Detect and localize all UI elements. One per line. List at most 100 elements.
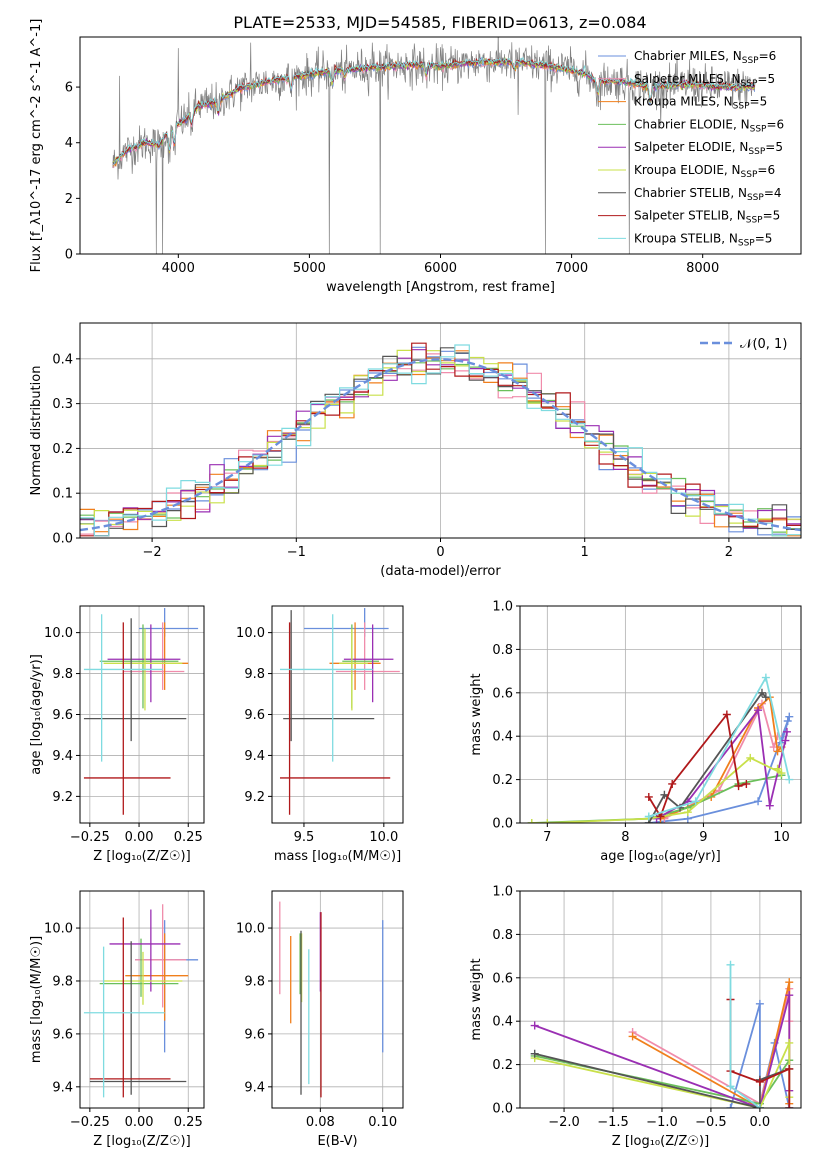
x-tick-label: 8	[621, 830, 629, 845]
y-tick-label: 9.2	[52, 790, 73, 805]
y-tick-label: 0.1	[52, 487, 73, 502]
weight-point-marker	[785, 712, 794, 721]
weight-point-marker	[785, 1038, 794, 1047]
x-tick-label: −2.0	[548, 1115, 580, 1130]
legend-label: Chabrier ELODIE, NSSP=6	[634, 117, 784, 134]
y-tick-label: 9.2	[244, 790, 265, 805]
y-tick-label: 9.6	[52, 1027, 73, 1042]
weight-point-marker	[726, 960, 735, 969]
weight-point-marker	[628, 1032, 637, 1041]
axes-frame	[271, 890, 404, 1109]
legend-count: =5	[765, 140, 783, 154]
legend-count: =4	[764, 186, 782, 200]
errorbar-chabrier-elodie	[99, 938, 179, 997]
errorbar-salpeter-miles	[135, 904, 187, 1008]
legend-label: Kroupa STELIB, NSSP=5	[634, 231, 772, 248]
histogram-series-kroupa-stelib	[80, 344, 801, 537]
legend-label: 𝒩(0, 1)	[740, 337, 787, 352]
y-tick-label: 0.2	[52, 442, 73, 457]
weight-line	[648, 675, 791, 818]
y-tick-label: 4	[65, 136, 73, 151]
errorbar-chabrier-stelib	[89, 941, 187, 1095]
x-tick-label: 5000	[293, 261, 326, 276]
legend-count: =6	[757, 163, 775, 177]
x-tick-label: 0.10	[368, 1115, 397, 1130]
weight-point-marker	[742, 779, 751, 788]
x-axis-label: wavelength [Angstrom, rest frame]	[326, 280, 555, 295]
errorbar-salpeter-miles	[123, 622, 185, 690]
y-tick-label: 0.6	[492, 686, 513, 701]
x-tick-label: 0.0	[750, 1115, 771, 1130]
errorbar-salpeter-stelib	[83, 622, 171, 815]
legend-subscript: SSP	[748, 147, 765, 157]
panel-mass-vs-EBV: 0.08 0.10 9.4 9.6 9.8 10.0 E(B-V)	[236, 890, 404, 1149]
errorbar-salpeter-stelib	[279, 622, 391, 815]
panel-mass-weight-vs-age: 7 8 9 10 0.0 0.2 0.4 0.6 0.8 1.0 age [log₁₀(age/yr…	[469, 600, 802, 864]
x-tick-label: 1	[581, 545, 589, 560]
weight-point-marker	[734, 782, 743, 791]
x-axis-label: Z [log₁₀(Z/Z☉)]	[612, 1134, 709, 1149]
weight-point-marker	[530, 1049, 539, 1058]
weight-point-marker	[530, 1021, 539, 1030]
weight-series-kroupa-stelib	[726, 960, 764, 1108]
x-tick-label: −2	[143, 545, 162, 560]
y-tick-label: 9.4	[52, 1080, 73, 1095]
y-tick-label: 6	[65, 81, 73, 96]
y-tick-label: 10.0	[44, 626, 73, 641]
panel-age-vs-mass: 9.5 10.0 9.2 9.4 9.6 9.8 10.0 mass [log₁₀(M/M☉)…	[236, 605, 404, 864]
legend-label: Salpeter STELIB, NSSP=5	[634, 209, 780, 226]
x-axis-label: mass [log₁₀(M/M☉)]	[274, 849, 401, 864]
x-tick-label: 0.25	[174, 830, 203, 845]
x-axis-label: age [log₁₀(age/yr)]	[600, 849, 721, 864]
x-tick-label: 8000	[686, 261, 719, 276]
normal-reference-curve	[80, 358, 801, 532]
x-axis-label: E(B-V)	[317, 1134, 357, 1149]
legend-count: =5	[763, 209, 781, 223]
y-tick-label: 9.4	[52, 749, 73, 764]
axes-frame	[519, 605, 802, 824]
y-tick-label: 1.0	[492, 885, 513, 900]
y-tick-label: 9.8	[244, 974, 265, 989]
legend-label: Kroupa ELODIE, NSSP=6	[634, 163, 775, 180]
weight-point-marker	[755, 999, 764, 1008]
errorbar-kroupa-stelib	[83, 614, 163, 762]
errorbar-salpeter-miles	[335, 622, 400, 690]
weight-point-marker	[777, 769, 786, 778]
x-tick-label: 9.5	[294, 830, 315, 845]
weight-point-marker	[785, 991, 794, 1000]
x-tick-label: 7000	[555, 261, 588, 276]
y-tick-label: 9.6	[244, 708, 265, 723]
x-tick-label: 0.00	[125, 1115, 154, 1130]
y-tick-label: 9.8	[52, 667, 73, 682]
legend-label: Salpeter ELODIE, NSSP=5	[634, 140, 783, 157]
weight-point-marker	[527, 819, 536, 823]
legend-count: =6	[759, 49, 777, 63]
weight-series-salpeter-miles	[660, 699, 782, 823]
panel-age-vs-Z: −0.25 0.00 0.25 9.2 9.4 9.6 9.8 10.0 Z [log₁₀(Z/…	[29, 605, 205, 864]
weight-point-marker	[722, 710, 731, 719]
axes-frame	[519, 890, 802, 1109]
weight-point-marker	[785, 978, 794, 987]
y-tick-label: 0.6	[492, 971, 513, 986]
weight-point-marker	[773, 764, 782, 773]
legend-count: =6	[766, 117, 784, 131]
x-tick-label: 2	[725, 545, 733, 560]
y-tick-label: 0.4	[492, 730, 513, 745]
weight-point-marker	[656, 812, 665, 821]
spectrum-legend: Chabrier MILES, NSSP=6 Salpeter MILES, NS…	[598, 49, 784, 248]
errorbar-chabrier-elodie	[99, 624, 179, 709]
weight-series-salpeter-elodie	[652, 706, 791, 823]
x-axis-label: Z [log₁₀(Z/Z☉)]	[93, 1134, 190, 1149]
x-tick-label: −1.0	[646, 1115, 678, 1130]
weight-series-kroupa-stelib	[644, 673, 794, 821]
y-tick-label: 0.3	[52, 397, 73, 412]
x-tick-label: −0.25	[70, 1115, 110, 1130]
x-tick-label: 0.08	[306, 1115, 335, 1130]
y-tick-label: 9.6	[52, 708, 73, 723]
y-tick-label: 2	[65, 192, 73, 207]
weight-point-marker	[785, 1104, 794, 1108]
weight-point-marker	[644, 792, 653, 801]
legend-label: Chabrier MILES, NSSP=6	[634, 49, 776, 66]
x-axis-label: Z [log₁₀(Z/Z☉)]	[93, 849, 190, 864]
